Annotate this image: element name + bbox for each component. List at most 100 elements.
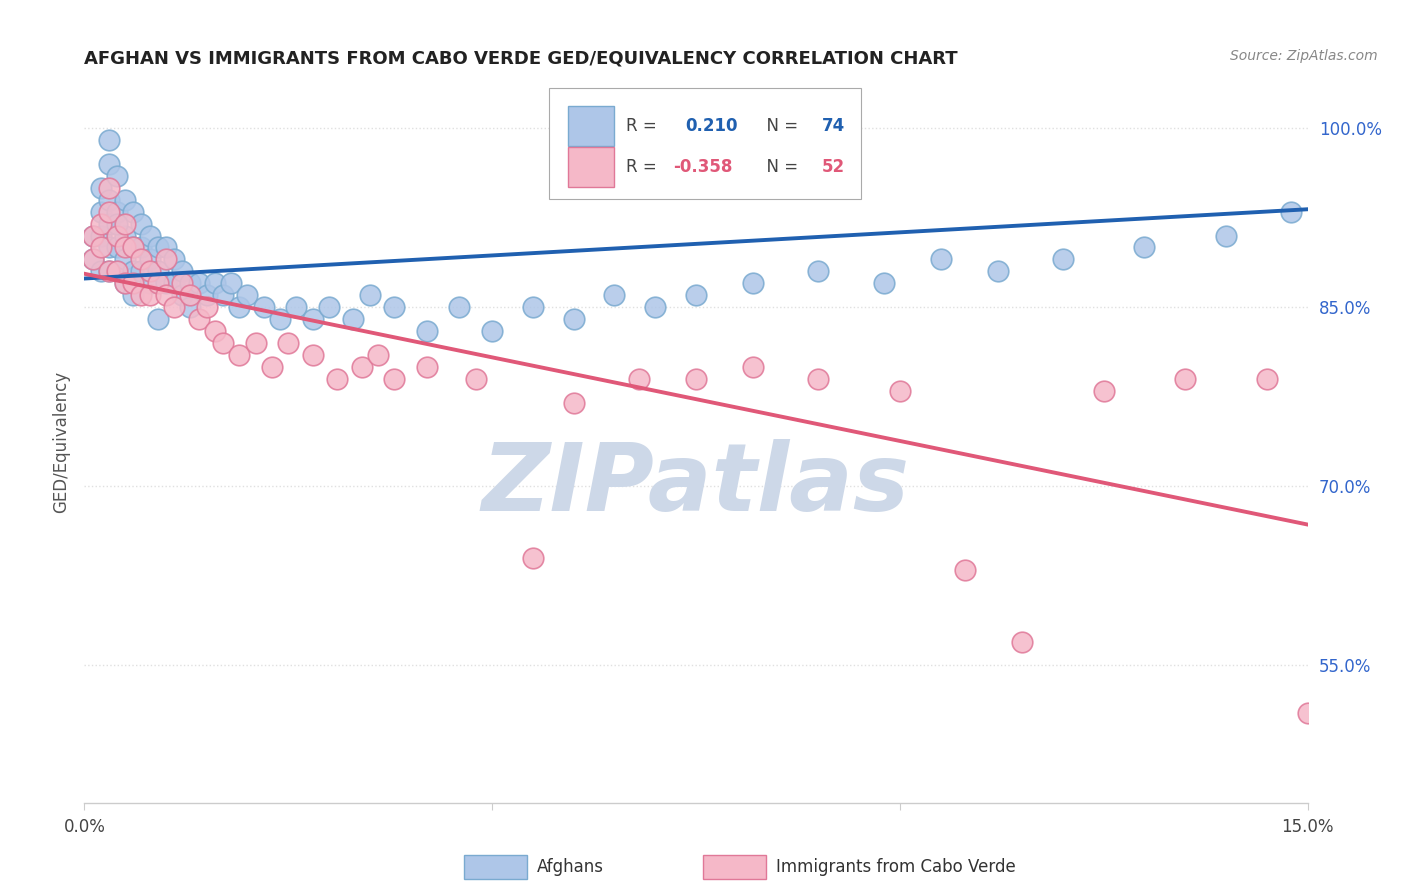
Point (97, 240, 120, 254)
Text: Source: ZipAtlas.com: Source: ZipAtlas.com (1230, 49, 1378, 63)
Point (155, 277, 177, 291)
Point (90, 264, 112, 278)
Point (131, 240, 153, 254)
Point (522, 551, 544, 566)
Point (228, 348, 250, 362)
Point (929, 252, 952, 267)
Point (1092, 384, 1115, 398)
Point (172, 288, 194, 302)
Y-axis label: GED/Equivalency: GED/Equivalency (52, 370, 70, 513)
Point (122, 240, 145, 254)
Point (269, 312, 291, 326)
Point (97, 157, 120, 171)
Point (105, 264, 128, 278)
Point (114, 240, 136, 254)
Point (82, 252, 104, 267)
Point (382, 300, 405, 314)
Point (179, 277, 201, 291)
Point (97, 193, 120, 207)
Point (122, 288, 145, 302)
Point (163, 252, 186, 267)
Point (97, 204, 120, 219)
Text: AFGHAN VS IMMIGRANTS FROM CABO VERDE GED/EQUIVALENCY CORRELATION CHART: AFGHAN VS IMMIGRANTS FROM CABO VERDE GED… (84, 50, 957, 68)
Point (179, 300, 201, 314)
Point (219, 277, 242, 291)
Point (685, 372, 707, 386)
Point (562, 312, 585, 326)
Point (146, 240, 169, 254)
Point (318, 300, 340, 314)
Point (644, 300, 666, 314)
Point (987, 264, 1010, 278)
Bar (568, 147, 614, 186)
Text: Immigrants from Cabo Verde: Immigrants from Cabo Verde (776, 858, 1017, 876)
Point (114, 277, 136, 291)
Point (603, 288, 626, 302)
Point (105, 217, 128, 231)
Text: R =: R = (626, 158, 668, 176)
Point (114, 193, 136, 207)
Point (1052, 252, 1074, 267)
Point (228, 300, 250, 314)
Point (105, 204, 128, 219)
Point (204, 324, 226, 338)
Point (195, 300, 218, 314)
Bar (568, 106, 614, 145)
Point (138, 264, 160, 278)
Point (138, 228, 160, 243)
Point (122, 277, 145, 291)
Point (138, 252, 160, 267)
Point (131, 288, 153, 302)
Point (179, 288, 201, 302)
Point (97, 264, 120, 278)
Point (627, 372, 650, 386)
Point (138, 288, 160, 302)
Point (195, 288, 218, 302)
Point (285, 300, 308, 314)
Point (277, 336, 299, 351)
Point (146, 312, 169, 326)
Point (260, 359, 283, 374)
Text: 74: 74 (823, 117, 845, 135)
Point (1279, 204, 1302, 219)
Text: ZIPatlas: ZIPatlas (482, 439, 910, 531)
Point (90, 204, 112, 219)
Point (449, 300, 471, 314)
Point (245, 336, 267, 351)
Point (350, 359, 373, 374)
Point (416, 359, 439, 374)
Point (1256, 372, 1278, 386)
Point (172, 264, 194, 278)
Point (416, 324, 439, 338)
Point (1133, 240, 1156, 254)
Point (131, 217, 153, 231)
Point (138, 277, 160, 291)
Point (155, 252, 177, 267)
Point (114, 217, 136, 231)
Point (131, 252, 153, 267)
Point (1215, 228, 1237, 243)
Point (212, 288, 235, 302)
Point (187, 277, 209, 291)
Point (301, 312, 323, 326)
Text: N =: N = (756, 158, 803, 176)
Point (155, 240, 177, 254)
Point (82, 228, 104, 243)
Point (685, 288, 707, 302)
Point (97, 180, 120, 194)
Point (97, 133, 120, 147)
Point (522, 300, 544, 314)
Point (481, 324, 503, 338)
Point (562, 395, 585, 409)
Point (953, 563, 976, 577)
Text: 52: 52 (823, 158, 845, 176)
Point (122, 204, 145, 219)
Point (1174, 372, 1197, 386)
Text: 0.210: 0.210 (685, 117, 738, 135)
Point (212, 336, 235, 351)
Point (359, 288, 381, 302)
Point (90, 240, 112, 254)
Point (253, 300, 276, 314)
Point (163, 300, 186, 314)
FancyBboxPatch shape (550, 87, 860, 200)
